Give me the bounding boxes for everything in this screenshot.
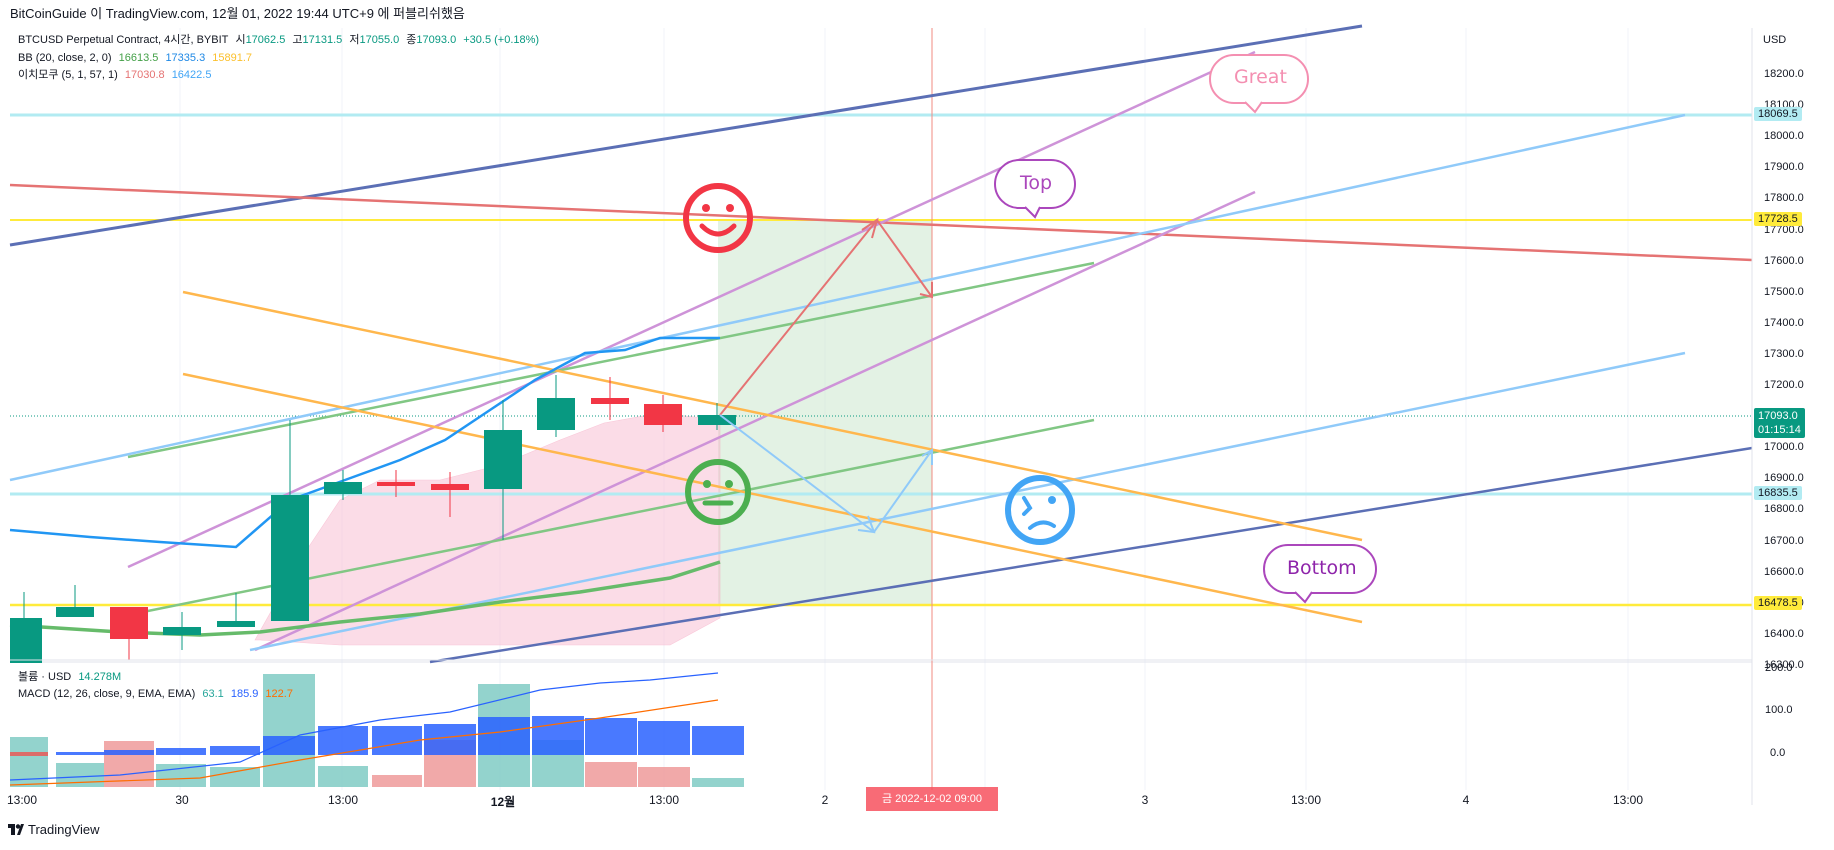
support-price-tag: 16835.5 [1754, 486, 1802, 500]
macd-label: MACD (12, 26, close, 9, EMA, EMA) [18, 688, 196, 700]
happy-face-icon [683, 183, 753, 253]
trendline-lightblue-upper [9, 113, 1686, 482]
ichimoku-a-value: 17030.8 [124, 69, 165, 81]
candle [110, 607, 148, 639]
macd-legend[interactable]: MACD (12, 26, close, 9, EMA, EMA) 63.1 1… [18, 686, 297, 703]
trendline-orange-upper [182, 290, 1363, 542]
volume-tick: 100.0 [1765, 704, 1793, 716]
high-value: 17131.5 [302, 34, 343, 46]
macd-histogram [10, 716, 744, 756]
great-bubble [1209, 54, 1309, 114]
candle [217, 621, 255, 627]
price-tick: 18000.0 [1764, 130, 1804, 143]
time-label: 4 [1462, 793, 1470, 807]
trendline-orange-lower [182, 372, 1363, 624]
bar-countdown: 01:15:14 [1758, 424, 1801, 436]
trendline-purple-upper [127, 50, 1256, 569]
publish-info: BitCoinGuide 이 TradingView.com, 12월 01, … [10, 6, 465, 21]
time-label: 13:00 [6, 793, 38, 807]
candle [56, 607, 94, 617]
price-tick: 16800.0 [1764, 503, 1804, 516]
great-label: Great [1234, 66, 1287, 88]
tradingview-logo[interactable]: TradingView [8, 822, 100, 837]
bb-legend[interactable]: BB (20, close, 2, 0) 16613.5 17335.3 158… [18, 50, 256, 67]
price-tick: 17400.0 [1764, 316, 1804, 329]
time-label: 13:00 [648, 793, 680, 807]
volume-tick: 0.0 [1770, 747, 1786, 759]
worried-face-icon [1005, 475, 1075, 545]
price-tick: 18200.0 [1764, 68, 1804, 80]
top-bubble [994, 159, 1076, 219]
trendline-navy-lower [429, 446, 1753, 664]
trendline-lightblue-lower [249, 351, 1686, 652]
trendline-navy-upper [9, 24, 1363, 247]
brand-label: TradingView [28, 822, 100, 837]
time-label: 12월 [490, 795, 516, 809]
ichimoku-legend[interactable]: 이치모쿠 (5, 1, 57, 1) 17030.8 16422.5 [18, 67, 215, 84]
resistance-price-tag: 18069.5 [1754, 107, 1802, 121]
current-price-tag: 17093.0 01:15:14 [1754, 408, 1805, 438]
price-tick: 16300.0 [1764, 658, 1804, 671]
bb-label: BB (20, close, 2, 0) [18, 52, 112, 64]
macd-signal-value: 122.7 [265, 688, 293, 700]
ma-line-green [9, 560, 721, 637]
price-tick: 17200.0 [1764, 379, 1804, 391]
currency-label: USD [1763, 34, 1787, 46]
bb-upper-value: 17335.3 [165, 52, 206, 64]
time-label: 30 [175, 793, 189, 807]
time-label: 13:00 [327, 793, 359, 807]
symbol-label[interactable]: BTCUSD Perpetual Contract, 4시간, BYBIT [18, 34, 229, 46]
price-tick: 16600.0 [1764, 565, 1804, 578]
top-label: Top [1020, 172, 1053, 194]
tradingview-icon [8, 823, 24, 835]
candle [10, 618, 42, 663]
bb-basis-line [9, 336, 720, 549]
price-tick: 17000.0 [1764, 441, 1804, 454]
volume-legend[interactable]: 볼륨 · USD 14.278M [18, 669, 125, 686]
volume-label: 볼륨 · USD [18, 671, 72, 683]
neutral-face-icon [685, 459, 751, 525]
macd-hist-value: 63.1 [202, 688, 224, 700]
macd-line [9, 672, 719, 781]
volume-value: 14.278M [78, 671, 122, 683]
volume-tick: 200.0 [1765, 662, 1793, 674]
ohlc-legend: BTCUSD Perpetual Contract, 4시간, BYBIT 시1… [18, 34, 540, 46]
yellow-lower-price-tag: 16478.5 [1754, 596, 1802, 610]
candles [10, 375, 736, 663]
price-tick: 17700.0 [1764, 223, 1804, 236]
macd-signal-line [9, 699, 719, 786]
price-tick: 16700.0 [1764, 534, 1804, 547]
price-tick: 17300.0 [1764, 347, 1804, 360]
time-label: 2 [821, 793, 829, 807]
bottom-label: Bottom [1287, 557, 1357, 579]
price-tick: 16900.0 [1764, 472, 1804, 485]
crosshair-time-label: 금 2022-12-02 09:00 [866, 787, 998, 811]
price-tick: 17600.0 [1764, 254, 1804, 267]
time-label: 13:00 [1290, 793, 1322, 807]
open-value: 17062.5 [245, 34, 286, 46]
current-price-value: 17093.0 [1758, 410, 1798, 422]
bb-basis-value: 16613.5 [118, 52, 159, 64]
ichimoku-label: 이치모쿠 (5, 1, 57, 1) [18, 69, 118, 81]
price-tick: 17500.0 [1764, 285, 1804, 298]
price-tick: 17900.0 [1764, 161, 1804, 174]
low-value: 17055.0 [359, 34, 400, 46]
bb-lower-value: 15891.7 [212, 52, 253, 64]
close-value: 17093.0 [416, 34, 457, 46]
bottom-bubble [1263, 544, 1377, 604]
change-value: +30.5 (+0.18%) [463, 34, 540, 46]
ichimoku-b-value: 16422.5 [171, 69, 212, 81]
trendline-purple-lower [254, 190, 1256, 652]
time-label: 3 [1141, 793, 1149, 807]
macd-line-value: 185.9 [230, 688, 259, 700]
price-tick: 17800.0 [1764, 192, 1804, 205]
candle [271, 495, 309, 621]
price-tick: 16400.0 [1764, 627, 1804, 640]
time-label: 13:00 [1612, 793, 1644, 807]
yellow-upper-price-tag: 17728.5 [1754, 212, 1802, 226]
